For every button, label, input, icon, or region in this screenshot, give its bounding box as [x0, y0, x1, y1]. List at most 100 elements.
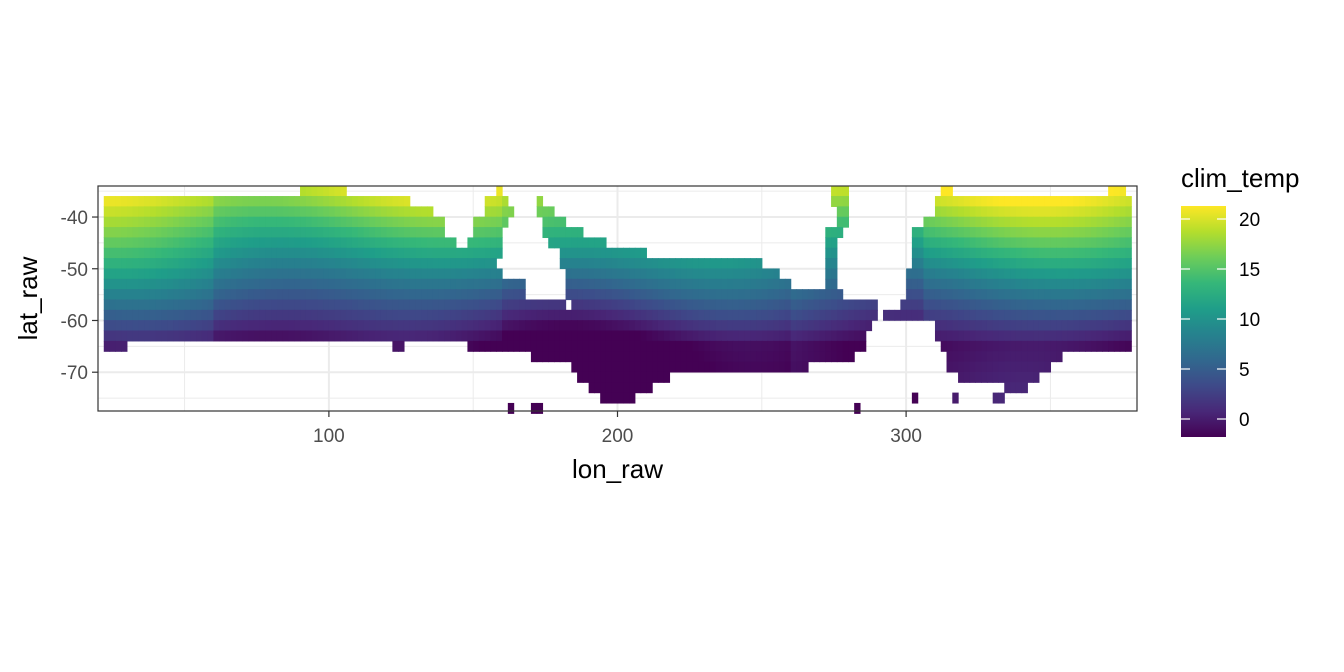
- heatmap-cell: [427, 278, 434, 290]
- heatmap-cell: [998, 258, 1005, 270]
- heatmap-cell: [1015, 289, 1023, 301]
- heatmap-cell: [236, 237, 243, 249]
- heatmap-cell: [680, 268, 688, 280]
- heatmap-cell: [196, 216, 203, 228]
- heatmap-cell: [859, 330, 867, 342]
- heatmap-cell: [323, 320, 330, 332]
- heatmap-cell: [848, 309, 855, 321]
- heatmap-cell: [1004, 278, 1011, 290]
- heatmap-cell: [282, 309, 290, 321]
- heatmap-cell: [328, 309, 336, 321]
- heatmap-cell: [126, 206, 134, 218]
- heatmap-cell: [727, 330, 734, 342]
- heatmap-cell: [496, 227, 503, 239]
- heatmap-cell: [1096, 268, 1103, 280]
- heatmap-cell: [392, 299, 399, 311]
- heatmap-cell: [796, 299, 803, 311]
- heatmap-cell: [467, 320, 474, 332]
- heatmap-cell: [732, 258, 740, 270]
- heatmap-cell: [294, 320, 301, 332]
- heatmap-cell: [594, 371, 601, 383]
- heatmap-cell: [577, 227, 584, 239]
- heatmap-cell: [334, 309, 342, 321]
- heatmap-cell: [1073, 340, 1080, 352]
- heatmap-cell: [1050, 216, 1057, 228]
- heatmap-cell: [831, 330, 838, 342]
- heatmap-cell: [403, 206, 411, 218]
- heatmap-cell: [767, 309, 774, 321]
- heatmap-cell: [323, 185, 330, 197]
- heatmap-cell: [248, 320, 255, 332]
- heatmap-cell: [173, 278, 180, 290]
- heatmap-cell: [761, 278, 769, 290]
- heatmap-cell: [709, 289, 717, 301]
- heatmap-cell: [432, 268, 440, 280]
- heatmap-cell: [201, 330, 209, 342]
- heatmap-cell: [519, 320, 526, 332]
- heatmap-cell: [363, 278, 370, 290]
- heatmap-cell: [201, 237, 209, 249]
- heatmap-cell: [663, 351, 671, 363]
- heatmap-cell: [663, 320, 671, 332]
- heatmap-cell: [173, 299, 180, 311]
- heatmap-cell: [669, 361, 676, 373]
- heatmap-cell: [1073, 206, 1080, 218]
- heatmap-cell: [121, 216, 128, 228]
- heatmap-cell: [577, 258, 584, 270]
- heatmap-cell: [282, 216, 290, 228]
- heatmap-cell: [253, 258, 261, 270]
- heatmap-cell: [311, 227, 318, 239]
- heatmap-cell: [934, 247, 942, 259]
- heatmap-cell: [565, 309, 572, 321]
- heatmap-cell: [617, 361, 624, 373]
- heatmap-cell: [496, 320, 503, 332]
- heatmap-cell: [317, 216, 324, 228]
- heatmap-cell: [611, 268, 619, 280]
- heatmap-cell: [103, 247, 111, 259]
- heatmap-cell: [276, 289, 284, 301]
- heatmap-cell: [929, 237, 936, 249]
- heatmap-cell: [1108, 330, 1115, 342]
- heatmap-cell: [213, 196, 220, 207]
- heatmap-cell: [836, 299, 844, 311]
- heatmap-cell: [173, 227, 180, 239]
- heatmap-cell: [311, 196, 318, 207]
- heatmap-cell: [986, 196, 994, 207]
- heatmap-cell: [859, 309, 867, 321]
- heatmap-cell: [421, 320, 428, 332]
- heatmap-cell: [357, 196, 365, 207]
- heatmap-cell: [992, 289, 1000, 301]
- heatmap-cell: [421, 299, 428, 311]
- heatmap-cell: [600, 340, 607, 352]
- heatmap-cell: [958, 330, 965, 342]
- heatmap-cell: [605, 392, 613, 404]
- heatmap-cell: [577, 268, 584, 280]
- heatmap-cell: [455, 268, 463, 280]
- heatmap-cell: [1004, 227, 1011, 239]
- heatmap-cell: [317, 237, 324, 249]
- heatmap-cell: [657, 258, 665, 270]
- heatmap-cell: [1044, 216, 1052, 228]
- heatmap-cell: [1015, 278, 1023, 290]
- heatmap-cell: [998, 340, 1005, 352]
- heatmap-cell: [1004, 351, 1011, 363]
- heatmap-cell: [259, 278, 266, 290]
- heatmap-cell: [1113, 330, 1121, 342]
- heatmap-cell: [144, 206, 151, 218]
- heatmap-cell: [155, 247, 163, 259]
- heatmap-cell: [1027, 299, 1034, 311]
- heatmap-cell: [594, 278, 601, 290]
- heatmap-cell: [646, 351, 653, 363]
- heatmap-cell: [230, 258, 238, 270]
- heatmap-cell: [952, 216, 959, 228]
- heatmap-cell: [224, 237, 232, 249]
- heatmap-cell: [438, 237, 445, 249]
- heatmap-cell: [351, 227, 359, 239]
- heatmap-cell: [981, 227, 988, 239]
- heatmap-cell: [646, 309, 653, 321]
- heatmap-cell: [294, 196, 301, 207]
- heatmap-cell: [1125, 340, 1132, 352]
- heatmap-cell: [1021, 278, 1028, 290]
- heatmap-cell: [784, 361, 792, 373]
- heatmap-cell: [738, 278, 746, 290]
